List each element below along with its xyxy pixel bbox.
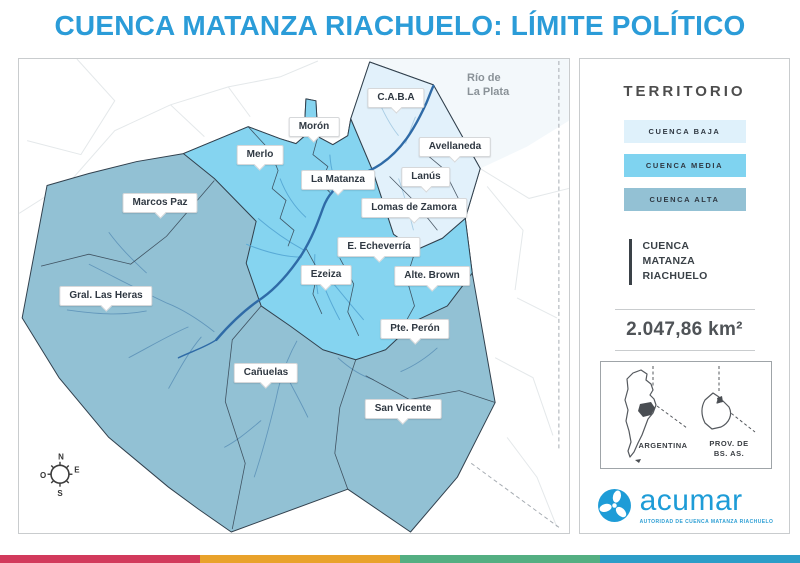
basin-name-bar <box>628 239 632 285</box>
province-minimap: PROV. DE BS. AS. <box>701 366 756 458</box>
map-label-mor-n: Morón <box>288 117 340 137</box>
map-label-ca-uelas: Cañuelas <box>233 363 299 383</box>
acumar-logo: acumar AUTORIDAD DE CUENCA MATANZA RIACH… <box>580 484 789 525</box>
locator-minimaps: ARGENTINA PROV. DE BS. AS. <box>600 361 772 469</box>
compass-s: S <box>57 489 62 498</box>
compass-rose: N E S O <box>40 452 80 498</box>
acumar-logo-icon <box>597 489 631 522</box>
map-label-avellaneda: Avellaneda <box>418 137 492 157</box>
argentina-minimap: ARGENTINA <box>624 366 688 463</box>
map-label-merlo: Merlo <box>236 145 284 165</box>
acumar-logo-tagline: AUTORIDAD DE CUENCA MATANZA RIACHUELO <box>639 518 774 525</box>
map-label-e-echeverr-a: E. Echeverría <box>337 237 421 257</box>
map-label-gral-las-heras: Gral. Las Heras <box>59 286 153 306</box>
map-label-san-vicente: San Vicente <box>364 399 442 419</box>
basin-name: CUENCA MATANZA RIACHUELO <box>628 239 741 285</box>
legend-heading: TERRITORIO <box>623 83 746 100</box>
legend-item-cuenca-baja: CUENCA BAJA <box>623 120 746 143</box>
province-label-line1: PROV. DE <box>709 439 748 448</box>
map-label-lomas-de-zamora: Lomas de Zamora <box>361 198 467 218</box>
map-panel: N E S O Río de La Plata C.A.B.A Morón Merl… <box>18 58 570 534</box>
water-area <box>369 59 569 169</box>
page-title: CUENCA MATANZA RIACHUELO: LÍMITE POLÍTIC… <box>54 10 746 41</box>
footer-color-stripe <box>0 555 800 563</box>
stripe-segment-1 <box>0 555 200 563</box>
water-label: Río de La Plata <box>467 72 510 99</box>
legend-panel: TERRITORIO CUENCA BAJA CUENCA MEDIA CUENCA… <box>579 58 790 534</box>
stripe-segment-4 <box>600 555 800 563</box>
province-label-line2: BS. AS. <box>714 449 744 458</box>
area-value: 2.047,86 km² <box>626 318 743 340</box>
acumar-logo-wordmark: acumar <box>639 484 743 517</box>
stripe-segment-2 <box>200 555 400 563</box>
municipal-boundaries-alta <box>40 180 496 530</box>
argentina-label: ARGENTINA <box>638 441 687 450</box>
compass-o: O <box>40 471 46 480</box>
dashed-boundary <box>470 60 561 529</box>
map-label-la-matanza: La Matanza <box>301 170 375 190</box>
basin-area: 2.047,86 km² <box>580 308 789 351</box>
compass-n: N <box>58 452 64 461</box>
map-label-ezeiza: Ezeiza <box>300 265 352 285</box>
map-label-marcos-paz: Marcos Paz <box>122 193 198 213</box>
map-label-lan-s: Lanús <box>401 167 451 187</box>
stripe-segment-3 <box>400 555 600 563</box>
legend-item-cuenca-alta: CUENCA ALTA <box>623 188 746 211</box>
map-label-alte-brown: Alte. Brown <box>394 266 470 286</box>
compass-e: E <box>74 465 79 474</box>
legend-item-cuenca-media: CUENCA MEDIA <box>623 154 746 177</box>
map-label-c-a-b-a: C.A.B.A <box>367 88 425 108</box>
legend-list: CUENCA BAJA CUENCA MEDIA CUENCA ALTA <box>580 120 789 211</box>
map-label-pte-per-n: Pte. Perón <box>380 319 450 339</box>
